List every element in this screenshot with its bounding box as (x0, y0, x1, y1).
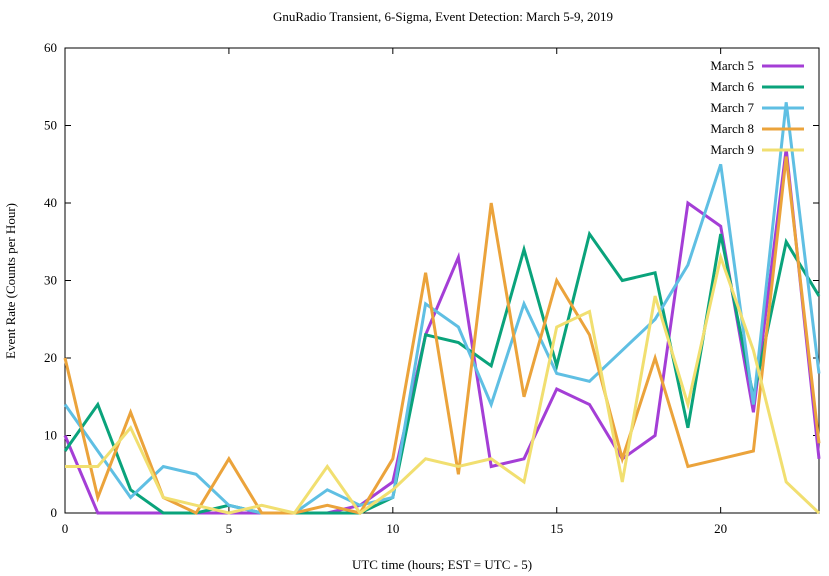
y-tick-label: 20 (44, 350, 57, 365)
series-line-march-7 (63, 102, 821, 515)
legend-label: March 5 (710, 58, 754, 73)
series-line-march-5 (63, 148, 821, 515)
y-tick-label: 30 (44, 273, 57, 288)
x-tick-label: 0 (62, 521, 69, 536)
x-tick-label: 20 (714, 521, 727, 536)
x-axis: 0 5 10 15 20 (62, 48, 727, 536)
x-tick-label: 5 (226, 521, 233, 536)
plot-frame (64, 47, 820, 514)
legend-label: March 8 (710, 121, 754, 136)
legend-label: March 9 (710, 142, 754, 157)
y-axis-label: Event Rate (Counts per Hour) (3, 203, 18, 359)
y-axis: 0 10 20 30 40 50 60 (44, 40, 819, 520)
y-tick-label: 0 (51, 505, 58, 520)
series-lines (63, 102, 821, 516)
y-tick-label: 50 (44, 118, 57, 133)
x-axis-label: UTC time (hours; EST = UTC - 5) (352, 557, 532, 572)
x-tick-label: 10 (386, 521, 399, 536)
series-line-march-9 (65, 251, 821, 516)
x-tick-label: 15 (550, 521, 563, 536)
series-line-march-8 (63, 156, 821, 515)
legend: March 5 March 6 March 7 March 8 March 9 (710, 58, 804, 157)
y-tick-label: 60 (44, 40, 57, 55)
legend-label: March 6 (710, 79, 754, 94)
legend-label: March 7 (710, 100, 754, 115)
y-tick-label: 40 (44, 195, 57, 210)
chart-title: GnuRadio Transient, 6-Sigma, Event Detec… (273, 9, 613, 24)
plot-area: 0 10 20 30 40 50 60 0 5 10 15 20 (44, 40, 821, 536)
series-line-march-6 (63, 230, 821, 515)
y-tick-label: 10 (44, 428, 57, 443)
